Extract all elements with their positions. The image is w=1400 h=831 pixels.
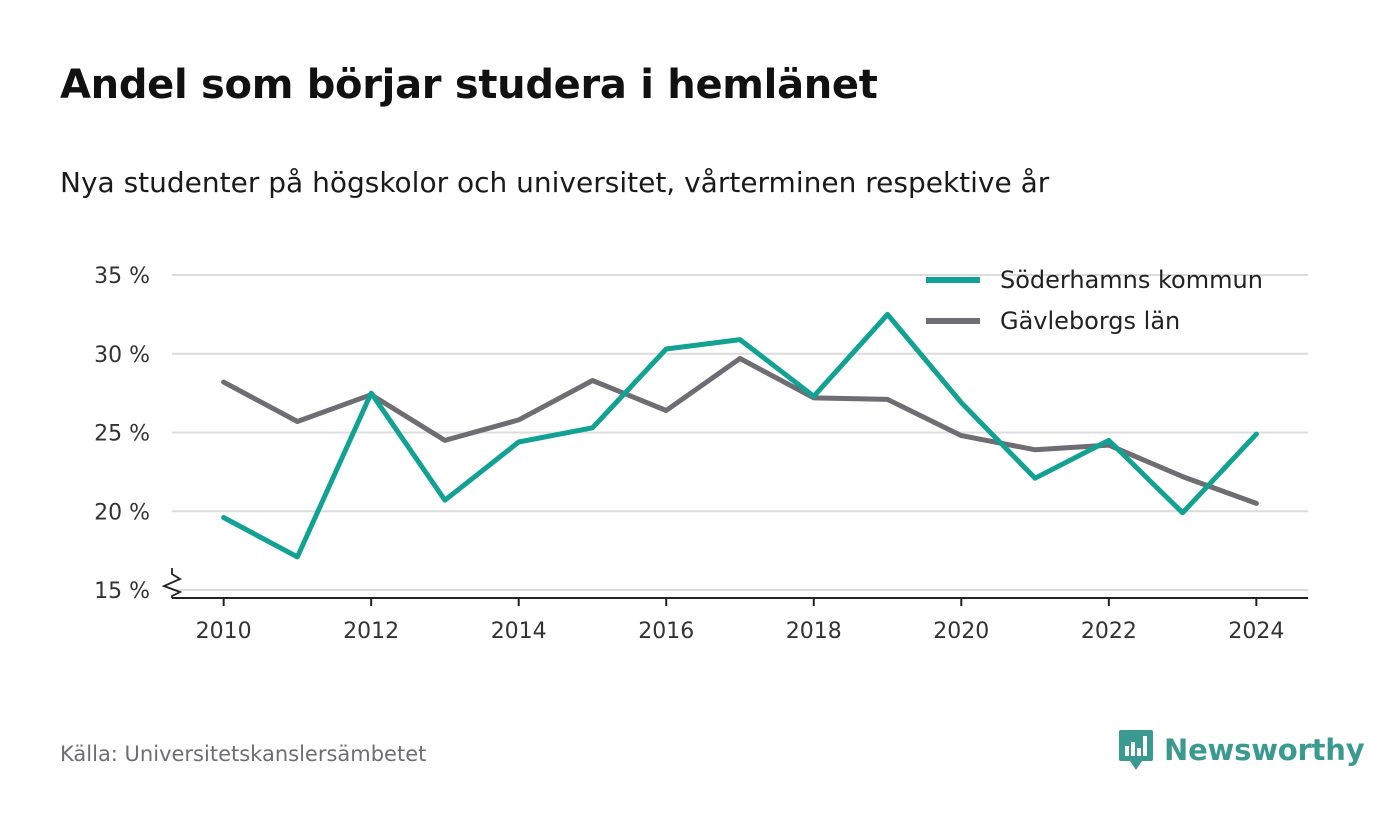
x-tick-label: 2020 xyxy=(933,619,989,644)
x-tick-label: 2016 xyxy=(638,619,694,644)
brand-name: Newsworthy xyxy=(1164,733,1365,767)
x-tick-label: 2012 xyxy=(343,619,399,644)
y-tick-label: 35 % xyxy=(94,264,150,289)
y-tick-label: 30 % xyxy=(94,343,150,368)
legend-label: Söderhamns kommun xyxy=(1000,266,1263,294)
axis-break-icon xyxy=(161,568,183,598)
legend: Söderhamns kommun Gävleborgs län xyxy=(926,266,1263,335)
source-note: Källa: Universitetskanslersämbetet xyxy=(60,742,427,766)
x-tick-label: 2010 xyxy=(196,619,252,644)
series-line-gavleborg xyxy=(221,356,1259,506)
x-tick-label: 2018 xyxy=(786,619,842,644)
chart-title: Andel som börjar studera i hemlänet xyxy=(60,62,878,108)
brand-logo: Newsworthy xyxy=(1118,728,1365,772)
gridlines xyxy=(172,274,1308,591)
series-lines xyxy=(221,311,1259,560)
y-tick-label: 15 % xyxy=(94,579,150,604)
x-tick-label: 2022 xyxy=(1081,619,1137,644)
y-tick-label: 25 % xyxy=(94,422,150,447)
series-line-soderhamn xyxy=(221,311,1259,560)
newsworthy-logo-icon xyxy=(1119,730,1153,770)
axes: 15 % 20 % 25 % 30 % 35 % 2010 2012 2014 2016 2018… xyxy=(94,264,1308,644)
x-tick-label: 2024 xyxy=(1228,619,1284,644)
y-tick-label: 20 % xyxy=(94,500,150,525)
legend-label: Gävleborgs län xyxy=(1000,307,1180,335)
x-tick-label: 2014 xyxy=(491,619,547,644)
chart-subtitle: Nya studenter på högskolor och universit… xyxy=(60,166,1050,199)
